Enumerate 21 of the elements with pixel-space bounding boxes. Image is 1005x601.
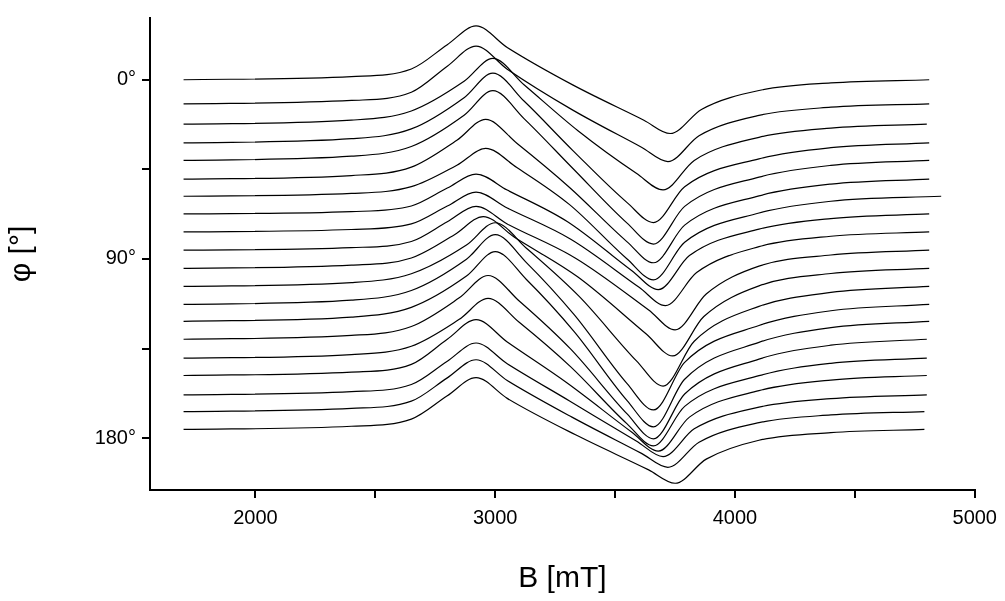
x-tick-label: 4000 (712, 505, 758, 528)
x-tick-label: 3000 (473, 505, 518, 528)
y-tick-label: 90° (105, 246, 136, 269)
line-series (182, 251, 930, 428)
line-series (182, 90, 930, 245)
line-series (182, 191, 930, 307)
x-tick-label: 2000 (233, 505, 278, 528)
line-series (182, 377, 926, 484)
line-series (182, 72, 930, 224)
line-series (182, 173, 930, 291)
line-series (182, 118, 930, 264)
x-axis-title: B [mT] (518, 560, 607, 594)
line-series (182, 274, 928, 440)
y-tick-label: 0° (116, 67, 136, 90)
x-tick-label: 5000 (952, 505, 997, 528)
line-series (182, 205, 930, 331)
line-series (182, 359, 926, 468)
line-series (182, 147, 942, 281)
y-axis-title: φ [°] (3, 225, 37, 283)
y-tick-label: 180° (94, 425, 136, 448)
line-series (182, 25, 930, 135)
